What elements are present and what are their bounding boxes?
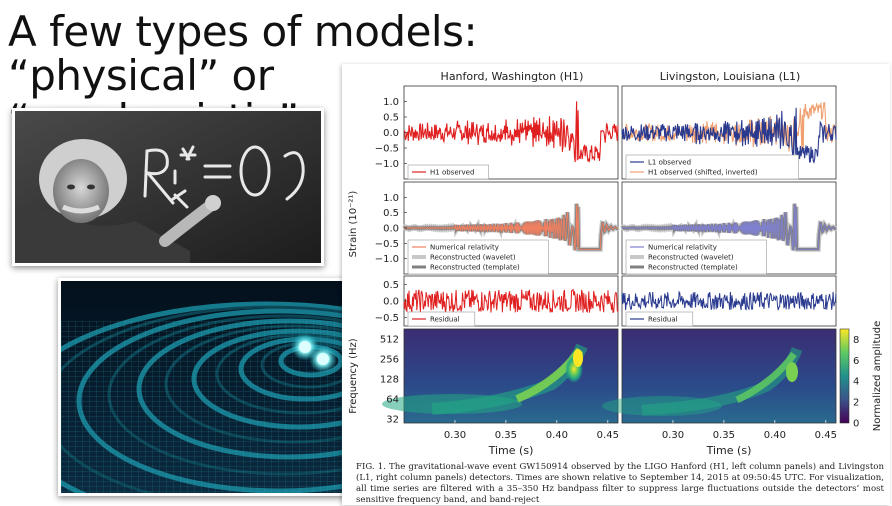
h1-reconstructed-legend-box bbox=[407, 239, 549, 275]
xlabel-h1: Time (s) bbox=[488, 444, 534, 457]
residual-ytick: −0.5 bbox=[375, 313, 399, 324]
spectrogram-h1 bbox=[382, 328, 619, 424]
spectrogram-ytick: 512 bbox=[380, 335, 399, 346]
spectrogram-xtick: 0.40 bbox=[546, 430, 568, 441]
trace-h1-observed bbox=[403, 101, 619, 163]
l1-reconstructed-legend-label: Reconstructed (template) bbox=[648, 264, 738, 272]
figure-caption: FIG. 1. The gravitational-wave event GW1… bbox=[356, 462, 884, 505]
gravitational-wave-art bbox=[8, 281, 524, 506]
strain-observed-ytick: 0.5 bbox=[383, 113, 399, 124]
ligo-figure-chart: Hanford, Washington (H1) Livingston, Lou… bbox=[348, 70, 883, 457]
spectrogram-xtick: 0.35 bbox=[495, 430, 517, 441]
gravitational-wave-illustration bbox=[8, 278, 524, 506]
l1-residual-legend-label: Residual bbox=[648, 316, 678, 324]
colorbar-tick: 0 bbox=[853, 419, 859, 430]
h1-observed-legend-box bbox=[407, 164, 489, 180]
strain-observed-ytick: 0.0 bbox=[383, 128, 399, 139]
spectrogram-ytick: 32 bbox=[386, 415, 399, 426]
einstein-photo-art bbox=[15, 111, 321, 263]
trace-l1-residual bbox=[621, 290, 837, 311]
spectrogram-xtick: 0.30 bbox=[662, 430, 684, 441]
spectrogram-l1 bbox=[602, 328, 837, 424]
einstein-photo bbox=[12, 108, 324, 266]
trace-h1-residual bbox=[403, 288, 619, 314]
h1-residual-legend-label: Residual bbox=[430, 316, 460, 324]
strain-observed-ytick: 1.0 bbox=[383, 97, 399, 108]
trace-l1-nr bbox=[621, 203, 837, 251]
l1-reconstructed-legend-box bbox=[625, 239, 767, 275]
colorbar-label: Normalized amplitude bbox=[872, 321, 883, 431]
h1-observed-legend-label: H1 observed bbox=[430, 169, 474, 177]
strain-ylabel: Strain (10⁻²¹) bbox=[348, 191, 359, 258]
strain-reconstructed-ytick: −0.5 bbox=[375, 239, 399, 250]
strain-reconstructed-ytick: 1.0 bbox=[383, 193, 399, 204]
l1-residual-legend-box bbox=[625, 311, 694, 327]
l1-observed-legend-box bbox=[625, 154, 799, 180]
ligo-figure: Hanford, Washington (H1) Livingston, Lou… bbox=[342, 64, 890, 505]
spectrogram-xtick: 0.30 bbox=[444, 430, 466, 441]
colorbar-tick: 4 bbox=[853, 377, 859, 388]
spectrogram-ytick: 128 bbox=[380, 375, 399, 386]
spectrogram-xtick: 0.40 bbox=[764, 430, 786, 441]
l1-reconstructed-legend-label: Reconstructed (wavelet) bbox=[648, 254, 734, 262]
l1-reconstructed-legend-label: Numerical relativity bbox=[648, 244, 717, 252]
spectrogram-ytick: 256 bbox=[380, 355, 399, 366]
spectrogram-xtick: 0.35 bbox=[713, 430, 735, 441]
col1-title: Hanford, Washington (H1) bbox=[441, 70, 584, 83]
l1-observed-legend-label: L1 observed bbox=[648, 159, 691, 167]
l1-observed-legend-label: H1 observed (shifted, inverted) bbox=[648, 169, 758, 177]
trace-l1-observed bbox=[621, 107, 837, 164]
xlabel-l1: Time (s) bbox=[706, 444, 752, 457]
spectrogram-ytick: 64 bbox=[386, 395, 399, 406]
colorbar-tick: 2 bbox=[853, 398, 859, 409]
h1-reconstructed-legend-label: Reconstructed (template) bbox=[430, 264, 520, 272]
freq-ylabel: Frequency (Hz) bbox=[348, 338, 359, 414]
trace-h1-nr bbox=[403, 203, 619, 251]
spectrogram-xtick: 0.45 bbox=[815, 430, 837, 441]
strain-reconstructed-ytick: −1.0 bbox=[375, 254, 399, 265]
h1-residual-legend-box bbox=[407, 311, 476, 327]
colorbar-tick: 8 bbox=[853, 335, 859, 346]
strain-reconstructed-ytick: 0.5 bbox=[383, 208, 399, 219]
slide-title-line1: A few types of models: “physical” or bbox=[8, 7, 478, 100]
residual-ytick: 0.0 bbox=[383, 297, 399, 308]
strain-observed-ytick: −0.5 bbox=[375, 144, 399, 155]
col2-title: Livingston, Louisiana (L1) bbox=[660, 70, 801, 83]
spectrogram-xtick: 0.45 bbox=[597, 430, 619, 441]
colorbar bbox=[839, 328, 850, 424]
residual-ytick: 0.5 bbox=[383, 280, 399, 291]
colorbar-tick: 6 bbox=[853, 356, 859, 367]
strain-observed-ytick: −1.0 bbox=[375, 159, 399, 170]
h1-reconstructed-legend-label: Numerical relativity bbox=[430, 244, 499, 252]
h1-reconstructed-legend-label: Reconstructed (wavelet) bbox=[430, 254, 516, 262]
strain-reconstructed-ytick: 0.0 bbox=[383, 224, 399, 235]
